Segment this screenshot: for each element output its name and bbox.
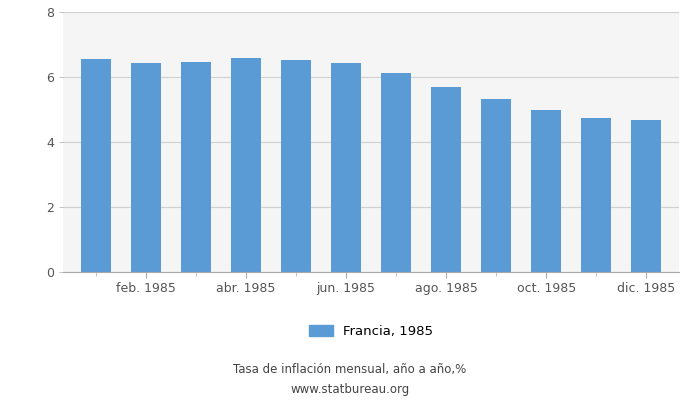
Bar <box>381 73 411 272</box>
Bar <box>80 59 111 272</box>
Bar <box>431 87 461 272</box>
Bar <box>631 120 661 272</box>
Bar <box>531 110 561 272</box>
Bar <box>481 99 511 272</box>
Text: www.statbureau.org: www.statbureau.org <box>290 384 410 396</box>
Bar <box>331 63 361 272</box>
Bar <box>581 118 611 272</box>
Bar <box>281 60 311 272</box>
Text: Tasa de inflación mensual, año a año,%: Tasa de inflación mensual, año a año,% <box>233 364 467 376</box>
Bar <box>131 63 161 272</box>
Bar <box>231 58 261 272</box>
Legend: Francia, 1985: Francia, 1985 <box>309 325 433 338</box>
Bar <box>181 62 211 272</box>
